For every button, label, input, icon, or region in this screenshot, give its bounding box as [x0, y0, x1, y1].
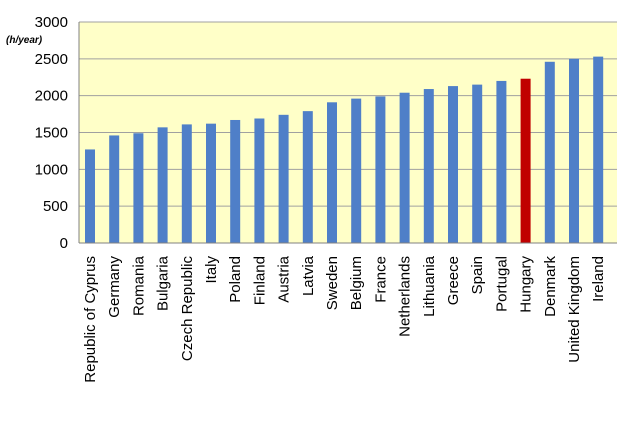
x-tick-label: Germany	[106, 256, 123, 318]
x-tick-label: Austria	[276, 255, 293, 302]
x-tick-label: Netherlands	[397, 256, 414, 337]
x-tick-label: Hungary	[518, 256, 535, 313]
y-tick-label: 2500	[35, 51, 68, 68]
y-unit-label: (h/year)	[6, 35, 43, 46]
x-tick-label: France	[372, 256, 389, 303]
y-tick-label: 2000	[35, 88, 68, 105]
bar-ireland	[593, 56, 604, 243]
bar-hungary	[520, 78, 531, 244]
x-tick-label: Romania	[130, 255, 147, 316]
y-tick-label: 3000	[35, 14, 68, 31]
bar-sweden	[327, 102, 337, 244]
bar-belgium	[351, 98, 362, 243]
bar-france	[375, 96, 386, 243]
x-tick-label: Ireland	[590, 256, 607, 302]
bar-lithuania	[423, 89, 434, 243]
bar-netherlands	[399, 92, 410, 243]
x-tick-label: Spain	[469, 256, 486, 294]
bar-italy	[206, 123, 216, 243]
x-tick-label: Portugal	[493, 256, 510, 312]
x-tick-label: Republic of Cyprus	[82, 256, 99, 383]
x-tick-label: Finland	[251, 256, 268, 305]
bar-latvia	[302, 111, 313, 244]
y-axis-ticks: 0 500 1000 1500 2000 2500 3000	[35, 14, 68, 252]
x-tick-label: Bulgaria	[155, 255, 172, 311]
bar-poland	[230, 119, 241, 243]
bar-czech-republic	[181, 124, 192, 243]
bar-republic-of-cyprus	[85, 149, 95, 243]
bar-spain	[472, 84, 483, 243]
x-tick-label: Belgium	[348, 256, 365, 310]
x-tick-label: Lithuania	[421, 255, 438, 317]
x-tick-label: Denmark	[542, 256, 559, 317]
x-tick-label: Sweden	[324, 256, 341, 310]
bar-germany	[109, 135, 120, 243]
bar-finland	[254, 118, 265, 243]
x-tick-label: Greece	[445, 256, 462, 305]
gridlines	[79, 21, 617, 207]
y-tick-label: 1000	[35, 161, 68, 178]
bars-group	[85, 56, 604, 244]
x-tick-label: United Kingdom	[566, 256, 583, 363]
bar-united-kingdom	[569, 58, 579, 244]
x-tick-label: Latvia	[300, 255, 317, 296]
bar-denmark	[544, 61, 555, 243]
x-tick-label: Italy	[203, 256, 220, 284]
x-tick-label: Poland	[227, 256, 244, 303]
bar-portugal	[496, 80, 507, 243]
y-tick-label: 1500	[35, 125, 68, 142]
x-axis-labels: Republic of Cyprus Germany Romania Bulgaria…	[82, 255, 607, 382]
x-tick-label: Czech Republic	[179, 256, 196, 362]
y-tick-label: 0	[60, 235, 68, 252]
y-tick-label: 500	[43, 198, 68, 215]
bar-austria	[278, 114, 289, 243]
bar-bulgaria	[157, 127, 168, 243]
bar-greece	[448, 86, 458, 243]
bar-romania	[133, 133, 144, 243]
